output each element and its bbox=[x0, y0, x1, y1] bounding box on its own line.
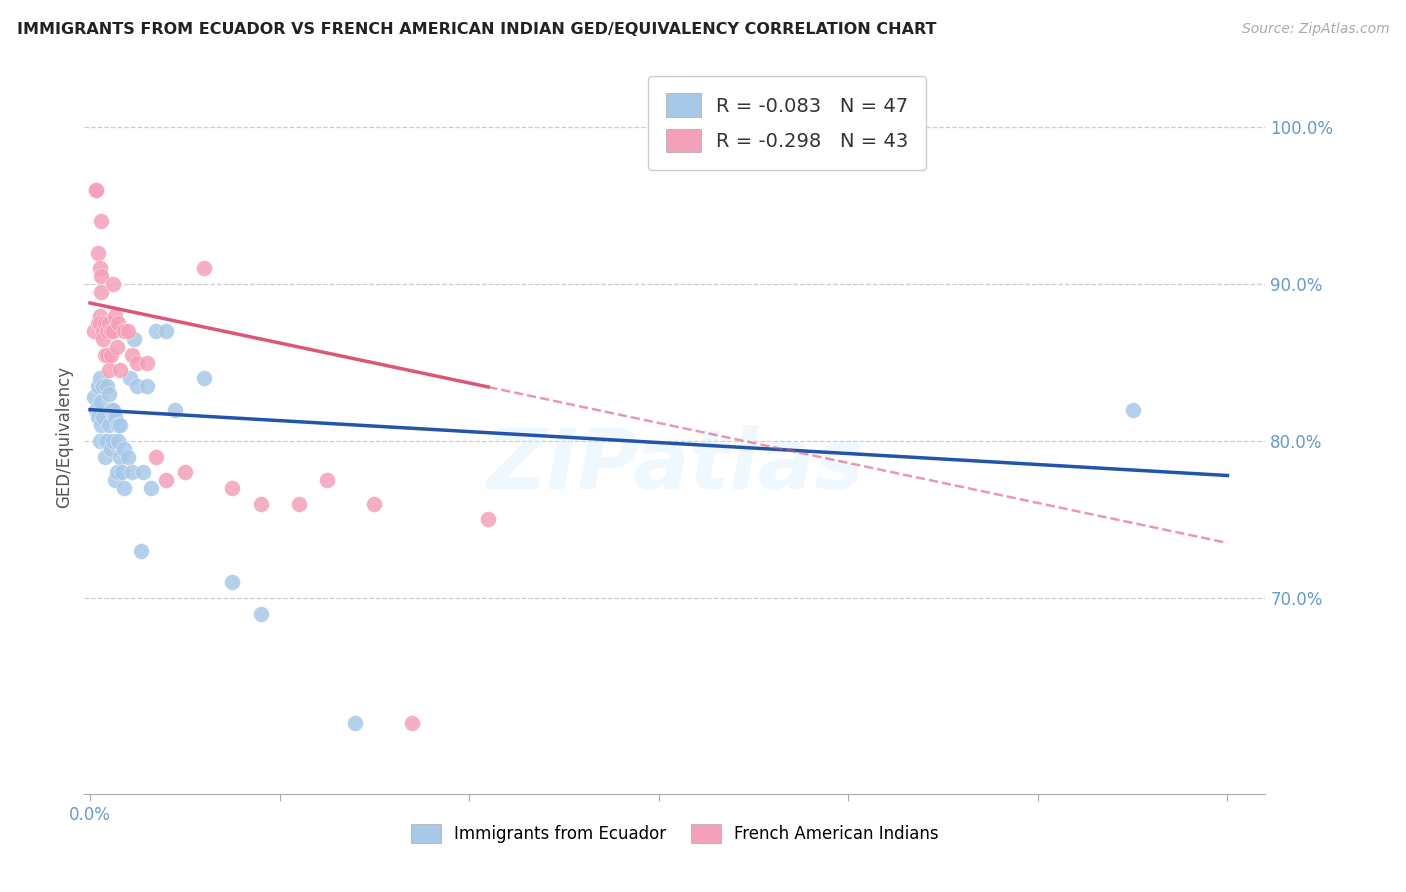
Point bbox=[94, 317, 117, 331]
Point bbox=[107, 317, 129, 331]
Point bbox=[100, 442, 122, 456]
Point bbox=[363, 497, 385, 511]
Point bbox=[221, 481, 243, 495]
Point bbox=[83, 390, 105, 404]
Point bbox=[287, 497, 309, 511]
Point bbox=[127, 355, 149, 369]
Point bbox=[117, 450, 139, 464]
Point bbox=[165, 402, 187, 417]
Point bbox=[89, 434, 111, 448]
Legend: Immigrants from Ecuador, French American Indians: Immigrants from Ecuador, French American… bbox=[404, 818, 946, 850]
Point bbox=[94, 450, 117, 464]
Point bbox=[94, 434, 117, 448]
Point bbox=[96, 434, 118, 448]
Point bbox=[145, 324, 167, 338]
Point bbox=[84, 183, 107, 197]
Point bbox=[155, 324, 177, 338]
Point bbox=[104, 410, 127, 425]
Point bbox=[94, 348, 117, 362]
Point bbox=[127, 379, 149, 393]
Point bbox=[135, 355, 157, 369]
Point bbox=[100, 324, 122, 338]
Point bbox=[98, 317, 121, 331]
Y-axis label: GED/Equivalency: GED/Equivalency bbox=[55, 366, 73, 508]
Point bbox=[110, 418, 132, 433]
Text: ZIPatlas: ZIPatlas bbox=[486, 425, 863, 506]
Point bbox=[193, 371, 215, 385]
Point bbox=[145, 450, 167, 464]
Point bbox=[112, 481, 135, 495]
Point bbox=[90, 285, 112, 299]
Point bbox=[249, 607, 271, 621]
Point bbox=[90, 394, 112, 409]
Point bbox=[104, 309, 127, 323]
Point bbox=[96, 379, 118, 393]
Point bbox=[91, 324, 114, 338]
Point bbox=[104, 473, 127, 487]
Point bbox=[249, 497, 271, 511]
Point bbox=[89, 309, 111, 323]
Point bbox=[105, 340, 128, 354]
Point bbox=[122, 332, 145, 346]
Point bbox=[344, 716, 367, 731]
Point bbox=[110, 450, 132, 464]
Point bbox=[90, 214, 112, 228]
Point bbox=[221, 575, 243, 590]
Point bbox=[89, 371, 111, 385]
Point bbox=[89, 317, 111, 331]
Point bbox=[101, 402, 124, 417]
Point bbox=[1122, 402, 1144, 417]
Point bbox=[96, 324, 118, 338]
Point bbox=[100, 348, 122, 362]
Point bbox=[135, 379, 157, 393]
Point bbox=[107, 418, 129, 433]
Point bbox=[117, 324, 139, 338]
Point bbox=[107, 434, 129, 448]
Point bbox=[105, 466, 128, 480]
Point bbox=[139, 481, 162, 495]
Point bbox=[86, 317, 108, 331]
Point bbox=[101, 324, 124, 338]
Point bbox=[193, 261, 215, 276]
Point bbox=[98, 363, 121, 377]
Point bbox=[84, 402, 107, 417]
Text: IMMIGRANTS FROM ECUADOR VS FRENCH AMERICAN INDIAN GED/EQUIVALENCY CORRELATION CH: IMMIGRANTS FROM ECUADOR VS FRENCH AMERIC… bbox=[17, 22, 936, 37]
Point bbox=[132, 466, 155, 480]
Point bbox=[110, 363, 132, 377]
Point bbox=[98, 418, 121, 433]
Point bbox=[91, 379, 114, 393]
Point bbox=[112, 324, 135, 338]
Point bbox=[316, 473, 339, 487]
Point bbox=[155, 473, 177, 487]
Point bbox=[477, 512, 499, 526]
Point bbox=[90, 269, 112, 284]
Point bbox=[101, 434, 124, 448]
Point bbox=[91, 332, 114, 346]
Point bbox=[100, 402, 122, 417]
Point bbox=[89, 261, 111, 276]
Point bbox=[91, 410, 114, 425]
Point bbox=[129, 543, 152, 558]
Point bbox=[84, 183, 107, 197]
Point bbox=[86, 410, 108, 425]
Point bbox=[86, 379, 108, 393]
Point bbox=[401, 716, 423, 731]
Point bbox=[98, 387, 121, 401]
Point bbox=[111, 466, 134, 480]
Point bbox=[86, 245, 108, 260]
Point bbox=[118, 371, 141, 385]
Point bbox=[121, 466, 143, 480]
Point bbox=[101, 277, 124, 292]
Point bbox=[90, 418, 112, 433]
Point bbox=[83, 324, 105, 338]
Point bbox=[173, 466, 195, 480]
Point bbox=[121, 348, 143, 362]
Point bbox=[96, 348, 118, 362]
Point bbox=[112, 442, 135, 456]
Text: Source: ZipAtlas.com: Source: ZipAtlas.com bbox=[1241, 22, 1389, 37]
